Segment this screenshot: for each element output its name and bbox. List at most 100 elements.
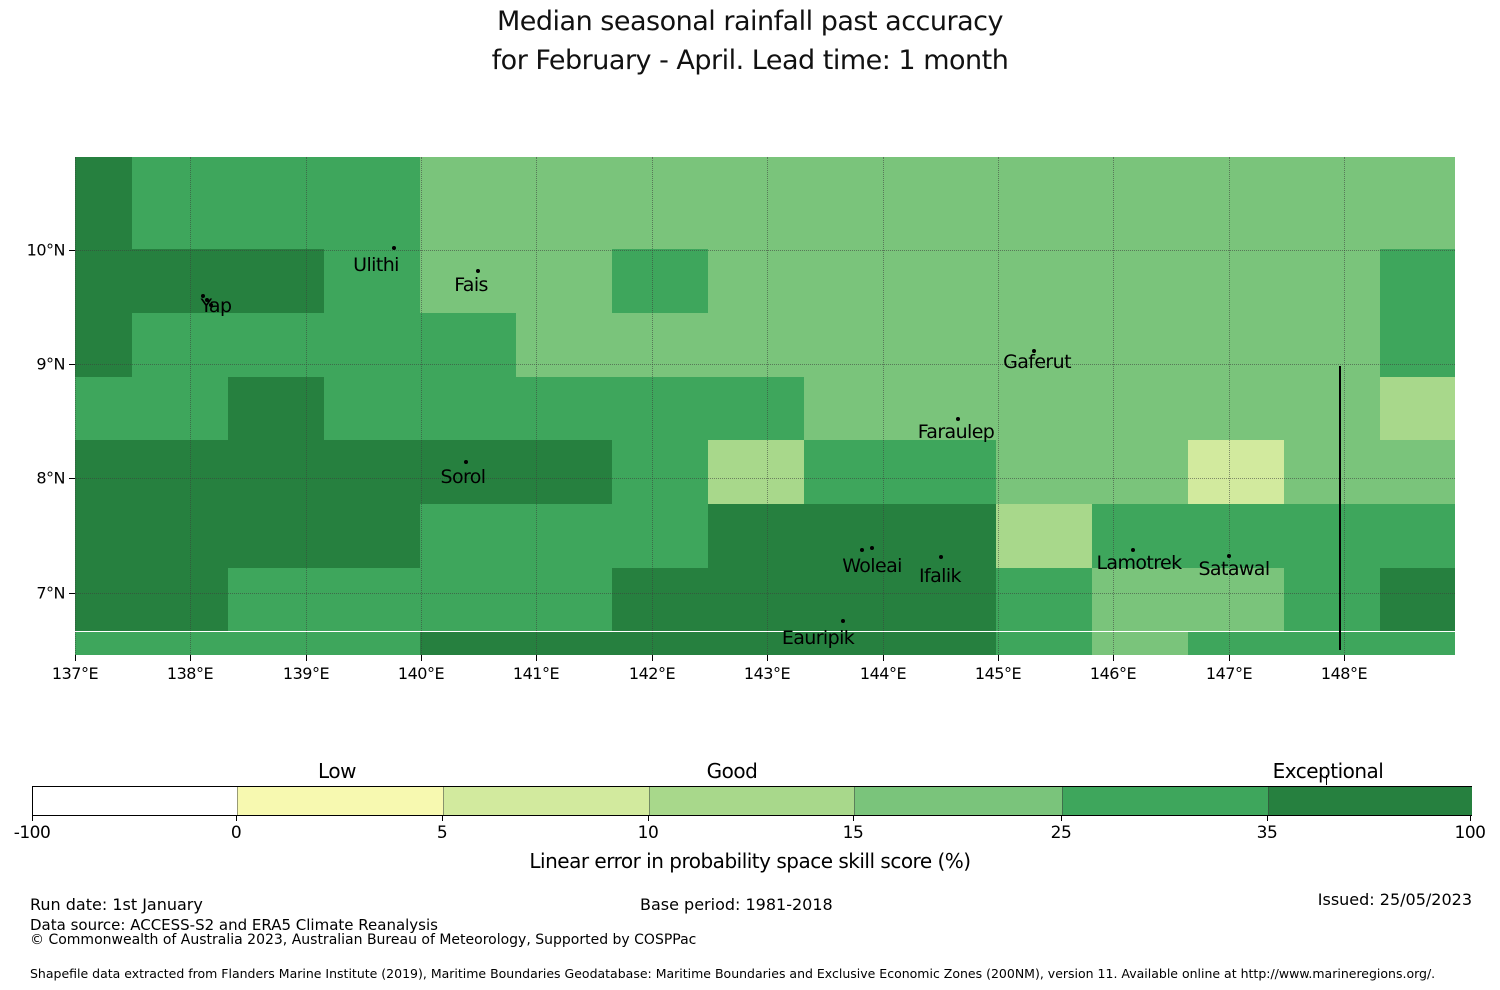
- island-marker-dot: [464, 460, 468, 464]
- map-cell: [324, 185, 420, 250]
- map-cell: [75, 504, 132, 568]
- island-marker-dot: [1131, 548, 1135, 552]
- y-tick-label: 10°N: [26, 240, 66, 260]
- map-cell: [1092, 185, 1188, 250]
- issued-date-text: Issued: 25/05/2023: [1317, 890, 1472, 909]
- chart-title-line1: Median seasonal rainfall past accuracy: [497, 6, 1003, 37]
- x-tick-label: 147°E: [1205, 664, 1253, 683]
- map-cell: [420, 440, 516, 505]
- map-cell: [1092, 249, 1188, 313]
- map-cell: [228, 504, 324, 568]
- longitude-gridline: [306, 157, 307, 655]
- map-cell: [1380, 249, 1455, 313]
- map-cell: [1188, 631, 1284, 655]
- latitude-gridline: [75, 593, 1455, 594]
- y-axis-tick: [69, 364, 75, 365]
- map-cell: [1188, 157, 1284, 186]
- x-axis-tick: [998, 655, 999, 661]
- map-cell: [420, 157, 516, 186]
- map-cell: [1188, 504, 1284, 568]
- map-cell: [996, 440, 1092, 505]
- y-axis-tick: [69, 478, 75, 479]
- map-cell: [996, 313, 1092, 377]
- colorbar-tick: [648, 815, 649, 821]
- map-cell: [804, 440, 900, 505]
- island-label-ifalik: Ifalik: [919, 565, 962, 587]
- map-cell: [708, 504, 804, 568]
- map-cell: [804, 157, 900, 186]
- x-tick-label: 148°E: [1320, 664, 1368, 683]
- map-cell: [804, 567, 900, 632]
- map-cell: [900, 504, 996, 568]
- map-cell: [804, 504, 900, 568]
- x-axis-tick: [1113, 655, 1114, 661]
- y-tick-label: 8°N: [36, 468, 65, 488]
- colorbar-category-label-good: Good: [706, 759, 758, 783]
- longitude-gridline: [1113, 157, 1114, 655]
- colorbar-segment: [649, 787, 855, 815]
- island-marker-dot: [956, 417, 960, 421]
- colorbar-segment: [1062, 787, 1269, 815]
- map-cell: [996, 376, 1092, 441]
- y-axis-tick: [69, 593, 75, 594]
- map-cell: [132, 440, 228, 505]
- map-cell: [1092, 313, 1188, 377]
- map-cell: [75, 185, 132, 250]
- x-tick-label: 142°E: [628, 664, 676, 683]
- map-cell: [516, 504, 612, 568]
- map-cell: [228, 440, 324, 505]
- map-cell: [228, 249, 324, 313]
- longitude-gridline: [883, 157, 884, 655]
- map-cell: [1188, 185, 1284, 250]
- map-cell: [900, 249, 996, 313]
- x-tick-label: 138°E: [166, 664, 214, 683]
- y-tick-label: 7°N: [36, 583, 65, 603]
- map-cell: [612, 376, 708, 441]
- island-marker-dot: [1032, 349, 1036, 353]
- map-cell: [516, 185, 612, 250]
- y-tick-label: 9°N: [36, 354, 65, 374]
- island-marker-dot: [201, 294, 205, 298]
- island-label-fais: Fais: [454, 274, 488, 296]
- map-cell: [420, 185, 516, 250]
- map-cell: [804, 313, 900, 377]
- map-cell: [228, 313, 324, 377]
- island-marker-dot: [476, 269, 480, 273]
- map-cell: [132, 185, 228, 250]
- longitude-gridline: [536, 157, 537, 655]
- map-cell: [708, 157, 804, 186]
- island-marker-dot: [860, 548, 864, 552]
- island-label-eauripik: Eauripik: [781, 627, 855, 649]
- island-label-woleai: Woleai: [842, 555, 902, 577]
- colorbar-top-tick: [1326, 775, 1327, 785]
- colorbar-tick-label: 25: [1050, 823, 1072, 843]
- map-cell: [228, 185, 324, 250]
- map-cell: [1380, 376, 1455, 441]
- map-cell: [708, 313, 804, 377]
- map-cell: [228, 631, 324, 655]
- map-cell: [1284, 504, 1380, 568]
- map-cell: [132, 504, 228, 568]
- colorbar-tick-label: 100: [1454, 823, 1486, 843]
- colorbar-segment: [854, 787, 1063, 815]
- map-cell: [420, 313, 516, 377]
- longitude-gridline: [75, 157, 76, 655]
- map-cell: [708, 376, 804, 441]
- island-label-lamotrek: Lamotrek: [1096, 552, 1182, 574]
- map-cell: [516, 567, 612, 632]
- x-tick-label: 146°E: [1089, 664, 1137, 683]
- map-cell: [900, 185, 996, 250]
- colorbar-tick-label: 15: [842, 823, 864, 843]
- x-tick-label: 145°E: [974, 664, 1022, 683]
- map-cell: [996, 567, 1092, 632]
- map-cell: [516, 313, 612, 377]
- map-cell: [900, 631, 996, 655]
- island-label-faraulep: Faraulep: [917, 421, 995, 443]
- x-axis-tick: [536, 655, 537, 661]
- map-cell: [1380, 313, 1455, 377]
- map-cell: [132, 249, 228, 313]
- longitude-gridline: [998, 157, 999, 655]
- colorbar-tick: [1061, 815, 1062, 821]
- run-date-text: Run date: 1st January: [30, 895, 203, 914]
- map-cell: [75, 313, 132, 377]
